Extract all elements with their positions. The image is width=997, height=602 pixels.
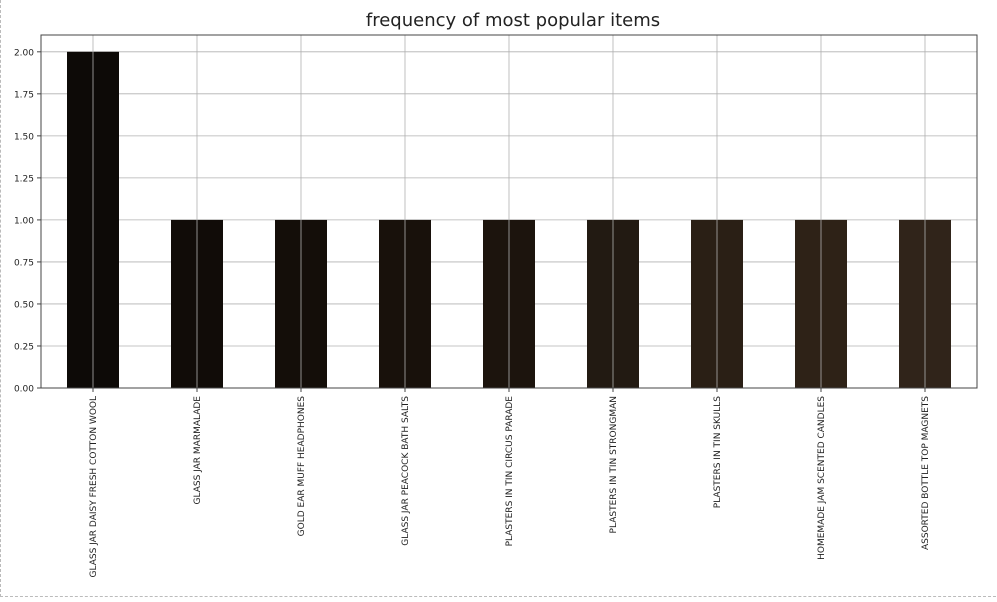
y-tick-label: 1.50 [14,132,34,142]
y-axis-ticks: 0.00 0.25 0.50 0.75 1.00 1.25 1.50 1.75 2.00 [14,48,41,395]
y-tick-label: 0.25 [14,342,34,352]
x-tick-label: GOLD EAR MUFF HEADPHONES [297,396,307,537]
x-tick-label: ASSORTED BOTTLE TOP MAGNETS [921,396,931,550]
vertical-gridlines [92,35,926,388]
x-axis-ticks: GLASS JAR DAISY FRESH COTTON WOOL GLASS J… [89,388,931,577]
x-tick-label: PLASTERS IN TIN STRONGMAN [609,396,619,533]
x-tick-label: GLASS JAR MARMALADE [193,396,203,505]
y-tick-label: 0.50 [14,300,34,310]
y-tick-label: 0.75 [14,258,34,268]
x-tick-label: PLASTERS IN TIN SKULLS [713,396,723,509]
x-tick-label: GLASS JAR PEACOCK BATH SALTS [401,396,411,546]
y-tick-label: 2.00 [14,48,34,58]
y-tick-label: 1.00 [14,216,34,226]
x-tick-label: GLASS JAR DAISY FRESH COTTON WOOL [89,396,99,577]
y-tick-label: 1.25 [14,174,34,184]
y-tick-label: 0.00 [14,385,34,395]
plot-frame [40,34,978,389]
y-tick-label: 1.75 [14,90,34,100]
x-tick-label: HOMEMADE JAM SCENTED CANDLES [817,396,827,560]
x-tick-label: PLASTERS IN TIN CIRCUS PARADE [505,396,515,547]
chart-title: frequency of most popular items [366,10,660,31]
